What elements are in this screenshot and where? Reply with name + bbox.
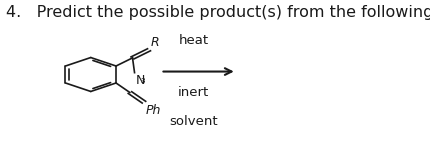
Text: R: R [150, 36, 159, 49]
Text: inert: inert [178, 86, 209, 99]
Text: ₃: ₃ [140, 75, 144, 85]
Text: solvent: solvent [169, 115, 217, 128]
Text: heat: heat [178, 34, 208, 47]
Text: 4.   Predict the possible product(s) from the following reaction.: 4. Predict the possible product(s) from … [6, 5, 430, 20]
Text: Ph: Ph [145, 104, 160, 117]
Text: N: N [135, 74, 145, 87]
